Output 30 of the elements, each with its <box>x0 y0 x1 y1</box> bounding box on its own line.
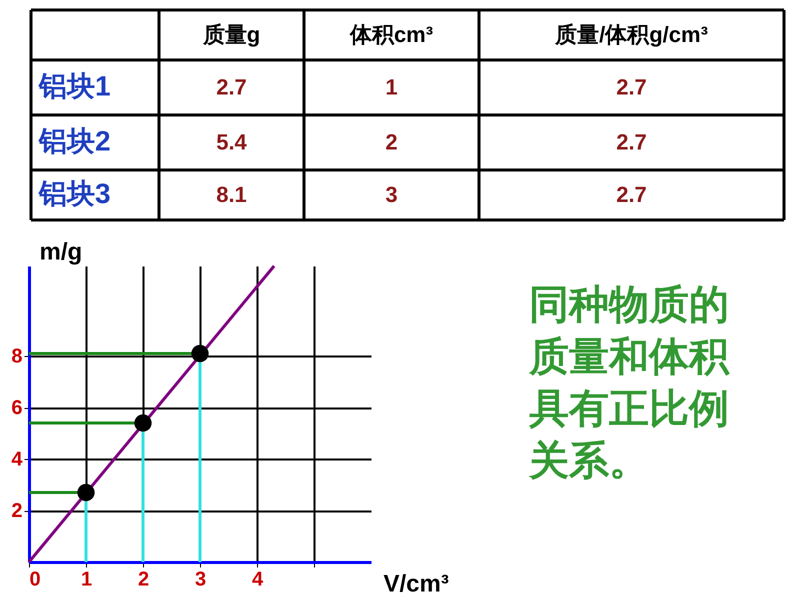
text: 质量/体积g/cm³ <box>554 22 708 47</box>
text: 8.1 <box>216 182 247 207</box>
text: 2.7 <box>216 74 247 100</box>
text: 2.7 <box>616 130 647 154</box>
point <box>191 344 209 362</box>
text: 质量g <box>202 22 260 47</box>
y-tick-label: 6 <box>11 397 22 420</box>
text: 2.7 <box>616 74 647 100</box>
x-tick-label: 2 <box>138 568 150 590</box>
x-tick-label: 3 <box>194 568 206 590</box>
y-tick-label: 2 <box>11 500 22 522</box>
x-tick-label: 4 <box>252 568 264 590</box>
y-tick-label: 8 <box>11 346 22 368</box>
text: 2 <box>385 130 398 154</box>
x-axis-title: V/cm³ <box>384 570 449 598</box>
text: 5.4 <box>216 130 248 154</box>
x-tick-label: 1 <box>80 568 92 590</box>
point <box>134 414 152 432</box>
text: 铝块2 <box>38 126 111 156</box>
y-tick-label: 4 <box>11 448 24 471</box>
text: 1 <box>385 74 398 100</box>
x-tick-label: 0 <box>30 568 41 590</box>
point <box>77 484 95 502</box>
text: 2.7 <box>616 182 647 207</box>
text: 同种物质的质量和体积具有正比例关系。 <box>528 283 730 483</box>
y-axis-title: m/g <box>40 238 82 266</box>
text: 铝块1 <box>38 70 111 102</box>
text: 3 <box>385 182 398 207</box>
text: 铝块3 <box>38 178 111 209</box>
text: 体积cm³ <box>348 22 434 47</box>
